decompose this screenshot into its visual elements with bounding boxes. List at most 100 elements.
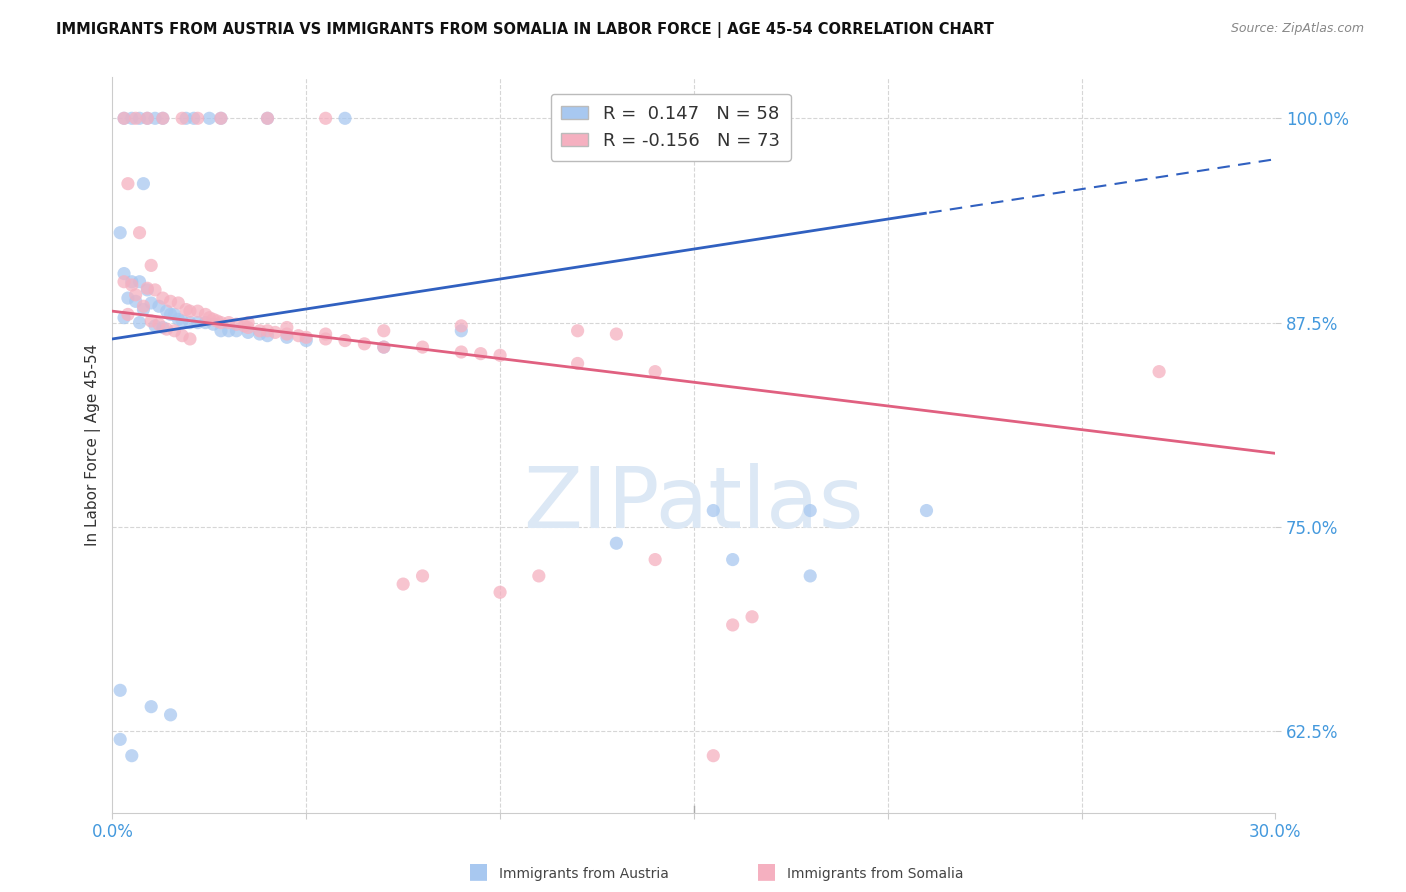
Point bbox=[287, 328, 309, 343]
Point bbox=[159, 707, 181, 722]
Point bbox=[128, 316, 150, 330]
Point bbox=[156, 322, 179, 336]
Point bbox=[156, 304, 179, 318]
Point bbox=[256, 112, 278, 126]
Point bbox=[128, 112, 150, 126]
Point bbox=[132, 177, 155, 191]
Text: ■: ■ bbox=[468, 862, 488, 881]
Point bbox=[136, 112, 159, 126]
Point bbox=[353, 336, 375, 351]
Point bbox=[124, 288, 146, 302]
Point bbox=[112, 275, 135, 289]
Point bbox=[136, 281, 159, 295]
Point bbox=[315, 332, 337, 346]
Point bbox=[108, 226, 131, 240]
Point bbox=[315, 326, 337, 341]
Point bbox=[256, 324, 278, 338]
Point bbox=[136, 112, 159, 126]
Point bbox=[315, 112, 337, 126]
Point bbox=[152, 112, 174, 126]
Point bbox=[249, 326, 271, 341]
Point bbox=[148, 299, 170, 313]
Point bbox=[108, 683, 131, 698]
Text: Immigrants from Austria: Immigrants from Austria bbox=[499, 867, 669, 881]
Point bbox=[450, 345, 472, 359]
Point bbox=[124, 112, 146, 126]
Point bbox=[121, 112, 143, 126]
Point bbox=[121, 278, 143, 293]
Point bbox=[276, 326, 298, 341]
Point bbox=[333, 334, 356, 348]
Point bbox=[183, 112, 205, 126]
Point bbox=[141, 296, 163, 310]
Point bbox=[117, 291, 139, 305]
Point bbox=[225, 324, 247, 338]
Point bbox=[1147, 365, 1170, 379]
Point bbox=[121, 748, 143, 763]
Point bbox=[470, 346, 492, 360]
Point bbox=[124, 294, 146, 309]
Point bbox=[132, 299, 155, 313]
Point bbox=[152, 112, 174, 126]
Point bbox=[172, 112, 194, 126]
Point bbox=[112, 267, 135, 281]
Point bbox=[567, 324, 589, 338]
Point bbox=[121, 275, 143, 289]
Point bbox=[276, 330, 298, 344]
Point bbox=[392, 577, 415, 591]
Point bbox=[179, 316, 201, 330]
Point bbox=[209, 324, 232, 338]
Point bbox=[209, 112, 232, 126]
Point bbox=[721, 618, 744, 632]
Point bbox=[205, 314, 228, 328]
Point bbox=[489, 348, 512, 362]
Point bbox=[218, 324, 240, 338]
Point bbox=[112, 310, 135, 325]
Point bbox=[644, 552, 666, 566]
Point bbox=[373, 340, 395, 354]
Point bbox=[152, 291, 174, 305]
Point bbox=[163, 324, 186, 338]
Point bbox=[799, 569, 821, 583]
Point bbox=[373, 324, 395, 338]
Point bbox=[198, 112, 221, 126]
Point bbox=[132, 302, 155, 317]
Point bbox=[108, 732, 131, 747]
Point bbox=[236, 320, 259, 334]
Point bbox=[172, 328, 194, 343]
Point bbox=[163, 307, 186, 321]
Point bbox=[218, 316, 240, 330]
Point bbox=[117, 177, 139, 191]
Point bbox=[225, 317, 247, 331]
Point bbox=[128, 275, 150, 289]
Point bbox=[202, 312, 225, 326]
Point bbox=[112, 112, 135, 126]
Point bbox=[117, 307, 139, 321]
Point bbox=[915, 503, 938, 517]
Point bbox=[187, 112, 209, 126]
Point bbox=[489, 585, 512, 599]
Point bbox=[167, 296, 190, 310]
Point bbox=[179, 332, 201, 346]
Point bbox=[233, 318, 256, 333]
Point bbox=[450, 324, 472, 338]
Point bbox=[295, 334, 318, 348]
Point bbox=[198, 310, 221, 325]
Point bbox=[159, 307, 181, 321]
Point bbox=[527, 569, 550, 583]
Point bbox=[236, 326, 259, 340]
Point bbox=[152, 320, 174, 334]
Point bbox=[209, 112, 232, 126]
Point bbox=[128, 226, 150, 240]
Text: IMMIGRANTS FROM AUSTRIA VS IMMIGRANTS FROM SOMALIA IN LABOR FORCE | AGE 45-54 CO: IMMIGRANTS FROM AUSTRIA VS IMMIGRANTS FR… bbox=[56, 22, 994, 38]
Point bbox=[721, 552, 744, 566]
Point bbox=[256, 328, 278, 343]
Text: Source: ZipAtlas.com: Source: ZipAtlas.com bbox=[1230, 22, 1364, 36]
Point bbox=[136, 283, 159, 297]
Point bbox=[141, 699, 163, 714]
Text: ■: ■ bbox=[756, 862, 776, 881]
Point bbox=[174, 302, 197, 317]
Point bbox=[143, 318, 166, 333]
Text: Immigrants from Somalia: Immigrants from Somalia bbox=[787, 867, 965, 881]
Point bbox=[187, 304, 209, 318]
